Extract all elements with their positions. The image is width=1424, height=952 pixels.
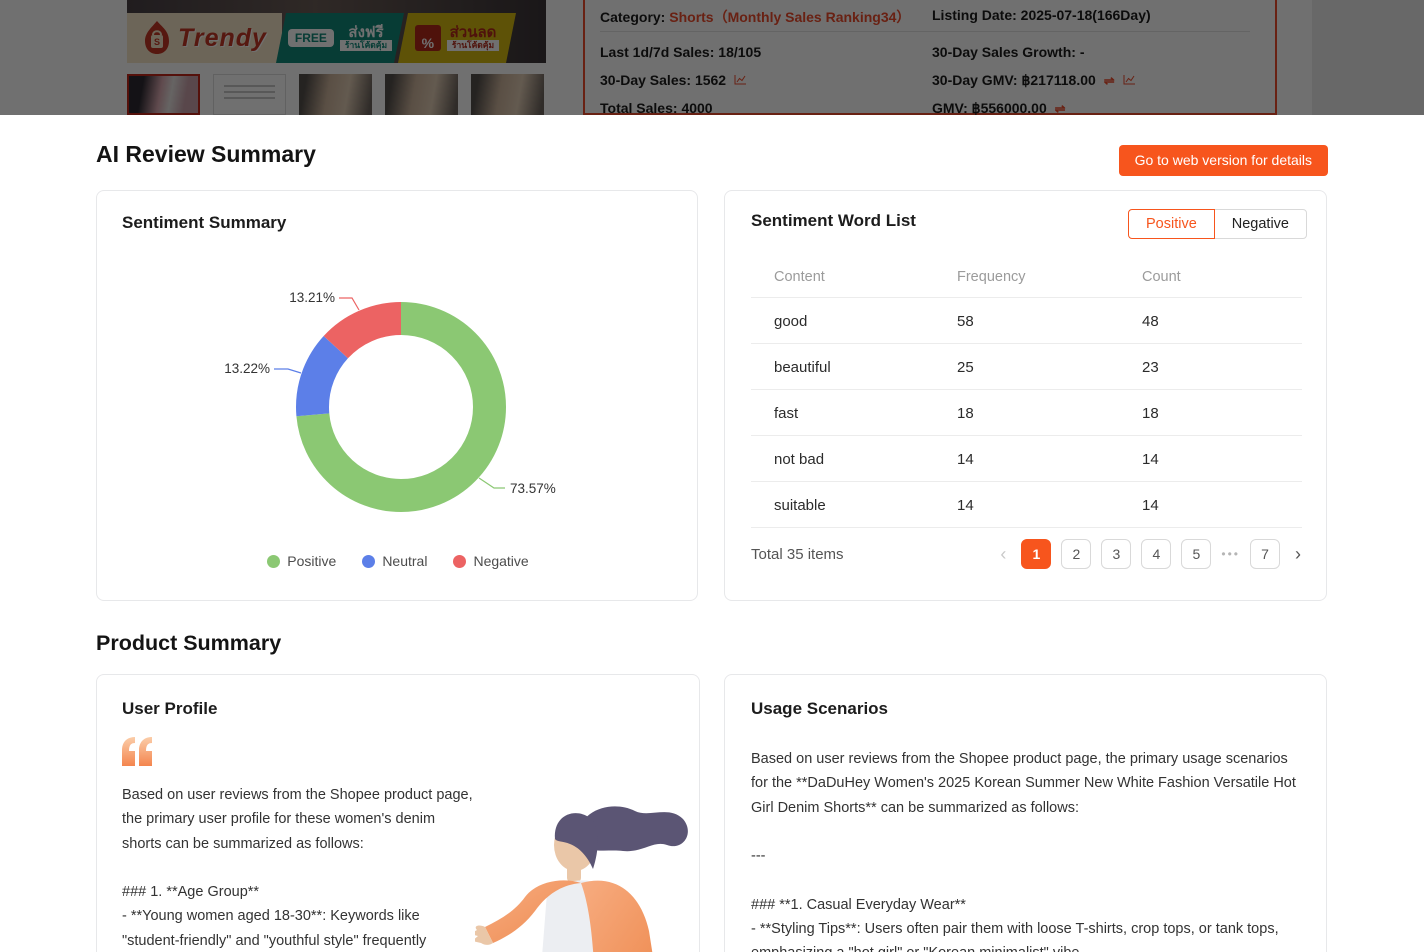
card-title: Sentiment Summary [122, 213, 287, 232]
page-button-1[interactable]: 1 [1021, 539, 1052, 569]
ai-review-summary-panel: AI Review Summary Go to web version for … [0, 115, 1424, 952]
usage-scenarios-card: Usage Scenarios Based on user reviews fr… [724, 674, 1327, 952]
total-items-text: Total 35 items [751, 546, 844, 563]
user-profile-text: Based on user reviews from the Shopee pr… [122, 787, 473, 949]
sentiment-donut-chart [97, 251, 697, 521]
quote-icon [122, 737, 152, 766]
product-summary-heading: Product Summary [96, 631, 282, 655]
go-to-web-version-button[interactable]: Go to web version for details [1118, 145, 1328, 176]
column-header-count: Count [1142, 269, 1181, 285]
product-header-strip: S Trendy FREE ส่งฟรี ร้านโค้ดคุ้ม % ส่วน… [0, 0, 1424, 116]
legend-positive[interactable]: Positive [267, 553, 336, 569]
legend-negative[interactable]: Negative [453, 553, 529, 569]
dim-overlay[interactable] [0, 0, 1424, 115]
card-title: Sentiment Word List [751, 211, 916, 230]
woman-illustration [475, 806, 688, 952]
toggle-negative-button[interactable]: Negative [1213, 209, 1307, 239]
pagination: ‹ 1 2 3 4 5 ••• 7 › [995, 539, 1306, 569]
card-title: Usage Scenarios [751, 699, 889, 718]
legend-dot-negative [453, 554, 467, 568]
legend-dot-neutral [362, 554, 376, 568]
panel-title: AI Review Summary [96, 141, 316, 167]
ellipsis-icon: ••• [1221, 547, 1240, 561]
legend-neutral[interactable]: Neutral [362, 553, 427, 569]
page-button-2[interactable]: 2 [1061, 539, 1092, 569]
sentiment-word-list-card: Sentiment Word List Positive Negative Co… [724, 190, 1327, 601]
chart-legend: Positive Neutral Negative [97, 553, 697, 569]
sentiment-toggle: Positive Negative [1127, 209, 1307, 239]
card-title: User Profile [122, 699, 218, 718]
page-button-4[interactable]: 4 [1141, 539, 1172, 569]
sentiment-summary-card: Sentiment Summary 13.21% 13.22% 73.57% P… [96, 190, 698, 601]
toggle-positive-button[interactable]: Positive [1127, 209, 1215, 239]
column-header-frequency: Frequency [957, 269, 1026, 285]
legend-dot-positive [267, 554, 281, 568]
pie-label-neutral: 13.22% [224, 361, 270, 376]
pie-label-positive: 73.57% [510, 481, 556, 496]
user-profile-card: User Profile Based on user reviews from … [96, 674, 700, 952]
chevron-right-icon[interactable]: › [1290, 544, 1306, 565]
chevron-left-icon[interactable]: ‹ [995, 544, 1011, 565]
page-button-7[interactable]: 7 [1250, 539, 1280, 569]
page-button-3[interactable]: 3 [1101, 539, 1132, 569]
pie-label-negative: 13.21% [289, 290, 335, 305]
divider [751, 297, 1302, 298]
page-button-5[interactable]: 5 [1181, 539, 1212, 569]
usage-scenarios-text: Based on user reviews from the Shopee pr… [751, 751, 1296, 952]
column-header-content: Content [774, 269, 825, 285]
